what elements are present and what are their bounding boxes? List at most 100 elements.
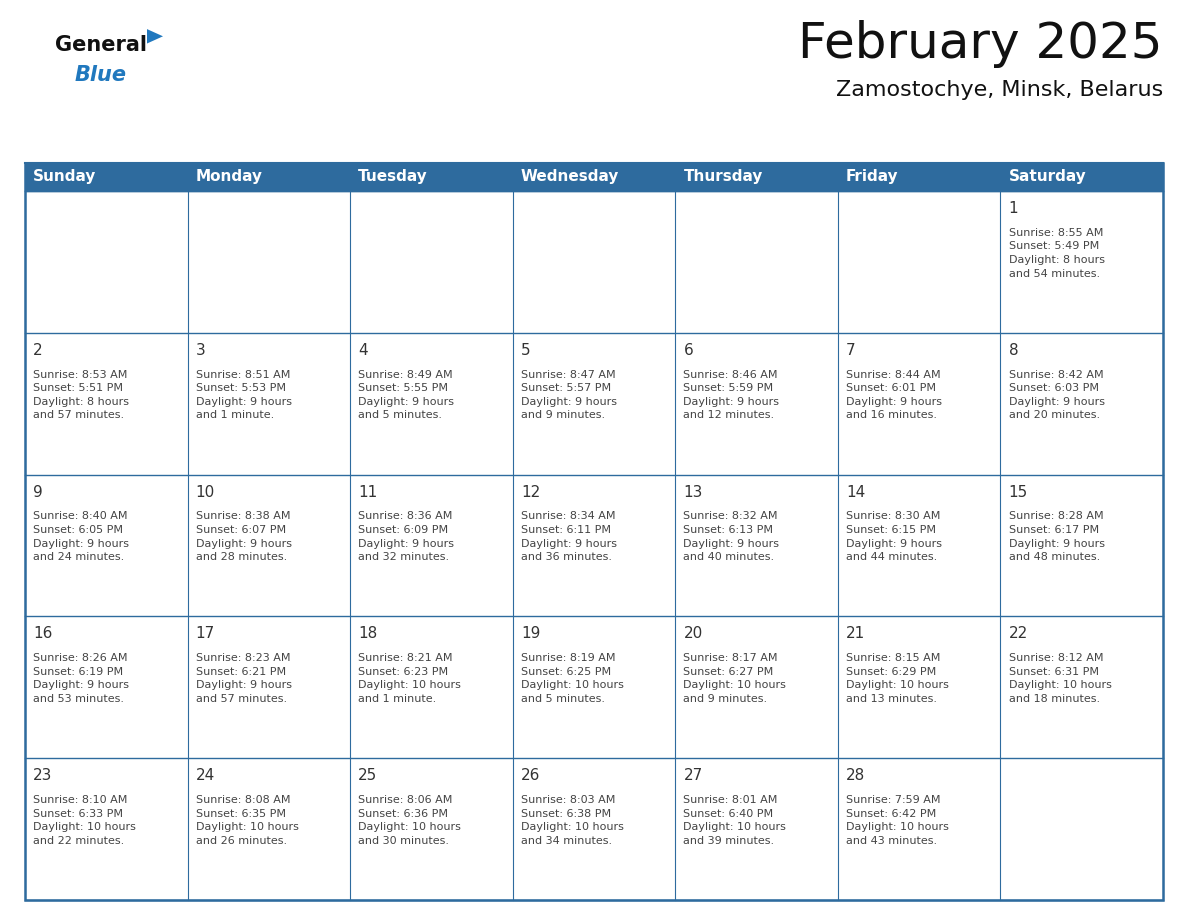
Text: General: General xyxy=(55,35,147,55)
Text: Blue: Blue xyxy=(75,65,127,85)
Bar xyxy=(513,333,675,475)
Text: Sunrise: 8:30 AM
Sunset: 6:15 PM
Daylight: 9 hours
and 44 minutes.: Sunrise: 8:30 AM Sunset: 6:15 PM Dayligh… xyxy=(846,511,942,562)
Text: Sunrise: 8:10 AM
Sunset: 6:33 PM
Daylight: 10 hours
and 22 minutes.: Sunrise: 8:10 AM Sunset: 6:33 PM Dayligh… xyxy=(33,795,135,845)
Bar xyxy=(1000,333,1163,475)
Text: 4: 4 xyxy=(359,342,368,358)
Text: Sunrise: 8:46 AM
Sunset: 5:59 PM
Daylight: 9 hours
and 12 minutes.: Sunrise: 8:46 AM Sunset: 5:59 PM Dayligh… xyxy=(683,370,779,420)
Text: Sunrise: 8:17 AM
Sunset: 6:27 PM
Daylight: 10 hours
and 9 minutes.: Sunrise: 8:17 AM Sunset: 6:27 PM Dayligh… xyxy=(683,654,786,704)
Text: Sunrise: 8:28 AM
Sunset: 6:17 PM
Daylight: 9 hours
and 48 minutes.: Sunrise: 8:28 AM Sunset: 6:17 PM Dayligh… xyxy=(1009,511,1105,562)
Text: Sunrise: 8:55 AM
Sunset: 5:49 PM
Daylight: 8 hours
and 54 minutes.: Sunrise: 8:55 AM Sunset: 5:49 PM Dayligh… xyxy=(1009,228,1105,279)
Bar xyxy=(25,616,188,758)
Bar xyxy=(25,333,188,475)
Text: Sunrise: 8:40 AM
Sunset: 6:05 PM
Daylight: 9 hours
and 24 minutes.: Sunrise: 8:40 AM Sunset: 6:05 PM Dayligh… xyxy=(33,511,129,562)
Bar xyxy=(25,758,188,900)
Text: Sunrise: 8:15 AM
Sunset: 6:29 PM
Daylight: 10 hours
and 13 minutes.: Sunrise: 8:15 AM Sunset: 6:29 PM Dayligh… xyxy=(846,654,949,704)
Bar xyxy=(188,758,350,900)
Bar xyxy=(513,758,675,900)
Bar xyxy=(838,616,1000,758)
Text: 28: 28 xyxy=(846,768,865,783)
Text: 25: 25 xyxy=(359,768,378,783)
Text: 10: 10 xyxy=(196,485,215,499)
Bar xyxy=(188,616,350,758)
Bar xyxy=(188,475,350,616)
Text: Tuesday: Tuesday xyxy=(359,170,428,185)
Text: Sunrise: 8:03 AM
Sunset: 6:38 PM
Daylight: 10 hours
and 34 minutes.: Sunrise: 8:03 AM Sunset: 6:38 PM Dayligh… xyxy=(520,795,624,845)
Bar xyxy=(675,333,838,475)
Text: 27: 27 xyxy=(683,768,702,783)
Text: Sunrise: 8:12 AM
Sunset: 6:31 PM
Daylight: 10 hours
and 18 minutes.: Sunrise: 8:12 AM Sunset: 6:31 PM Dayligh… xyxy=(1009,654,1112,704)
Bar xyxy=(675,475,838,616)
Bar xyxy=(675,616,838,758)
Text: Sunrise: 8:08 AM
Sunset: 6:35 PM
Daylight: 10 hours
and 26 minutes.: Sunrise: 8:08 AM Sunset: 6:35 PM Dayligh… xyxy=(196,795,298,845)
Text: 15: 15 xyxy=(1009,485,1028,499)
Bar xyxy=(188,333,350,475)
Bar xyxy=(838,475,1000,616)
Text: 17: 17 xyxy=(196,626,215,642)
Text: Saturday: Saturday xyxy=(1009,170,1086,185)
Bar xyxy=(188,191,350,333)
Text: Sunrise: 8:44 AM
Sunset: 6:01 PM
Daylight: 9 hours
and 16 minutes.: Sunrise: 8:44 AM Sunset: 6:01 PM Dayligh… xyxy=(846,370,942,420)
Text: Sunrise: 8:32 AM
Sunset: 6:13 PM
Daylight: 9 hours
and 40 minutes.: Sunrise: 8:32 AM Sunset: 6:13 PM Dayligh… xyxy=(683,511,779,562)
Bar xyxy=(1000,475,1163,616)
Text: Thursday: Thursday xyxy=(683,170,763,185)
Text: 1: 1 xyxy=(1009,201,1018,216)
Text: 6: 6 xyxy=(683,342,693,358)
Bar xyxy=(675,758,838,900)
Text: Sunrise: 8:38 AM
Sunset: 6:07 PM
Daylight: 9 hours
and 28 minutes.: Sunrise: 8:38 AM Sunset: 6:07 PM Dayligh… xyxy=(196,511,292,562)
Text: 7: 7 xyxy=(846,342,855,358)
Text: 9: 9 xyxy=(33,485,43,499)
Text: Sunrise: 7:59 AM
Sunset: 6:42 PM
Daylight: 10 hours
and 43 minutes.: Sunrise: 7:59 AM Sunset: 6:42 PM Dayligh… xyxy=(846,795,949,845)
Text: 5: 5 xyxy=(520,342,531,358)
Text: Sunrise: 8:51 AM
Sunset: 5:53 PM
Daylight: 9 hours
and 1 minute.: Sunrise: 8:51 AM Sunset: 5:53 PM Dayligh… xyxy=(196,370,292,420)
Text: Sunrise: 8:19 AM
Sunset: 6:25 PM
Daylight: 10 hours
and 5 minutes.: Sunrise: 8:19 AM Sunset: 6:25 PM Dayligh… xyxy=(520,654,624,704)
Text: Sunrise: 8:21 AM
Sunset: 6:23 PM
Daylight: 10 hours
and 1 minute.: Sunrise: 8:21 AM Sunset: 6:23 PM Dayligh… xyxy=(359,654,461,704)
Text: Friday: Friday xyxy=(846,170,898,185)
Text: February 2025: February 2025 xyxy=(798,20,1163,68)
Bar xyxy=(350,191,513,333)
Bar xyxy=(1000,616,1163,758)
Bar xyxy=(350,475,513,616)
Text: Monday: Monday xyxy=(196,170,263,185)
Text: Sunrise: 8:26 AM
Sunset: 6:19 PM
Daylight: 9 hours
and 53 minutes.: Sunrise: 8:26 AM Sunset: 6:19 PM Dayligh… xyxy=(33,654,129,704)
Text: 19: 19 xyxy=(520,626,541,642)
Bar xyxy=(1000,191,1163,333)
Bar xyxy=(350,758,513,900)
Text: Sunday: Sunday xyxy=(33,170,96,185)
Text: 8: 8 xyxy=(1009,342,1018,358)
Bar xyxy=(513,191,675,333)
Text: 2: 2 xyxy=(33,342,43,358)
Text: Sunrise: 8:36 AM
Sunset: 6:09 PM
Daylight: 9 hours
and 32 minutes.: Sunrise: 8:36 AM Sunset: 6:09 PM Dayligh… xyxy=(359,511,454,562)
Bar xyxy=(838,333,1000,475)
Text: 16: 16 xyxy=(33,626,52,642)
Text: Sunrise: 8:47 AM
Sunset: 5:57 PM
Daylight: 9 hours
and 9 minutes.: Sunrise: 8:47 AM Sunset: 5:57 PM Dayligh… xyxy=(520,370,617,420)
Text: 18: 18 xyxy=(359,626,378,642)
Text: 13: 13 xyxy=(683,485,703,499)
Text: Sunrise: 8:34 AM
Sunset: 6:11 PM
Daylight: 9 hours
and 36 minutes.: Sunrise: 8:34 AM Sunset: 6:11 PM Dayligh… xyxy=(520,511,617,562)
Text: Sunrise: 8:01 AM
Sunset: 6:40 PM
Daylight: 10 hours
and 39 minutes.: Sunrise: 8:01 AM Sunset: 6:40 PM Dayligh… xyxy=(683,795,786,845)
Bar xyxy=(675,191,838,333)
Bar xyxy=(513,616,675,758)
Text: Sunrise: 8:49 AM
Sunset: 5:55 PM
Daylight: 9 hours
and 5 minutes.: Sunrise: 8:49 AM Sunset: 5:55 PM Dayligh… xyxy=(359,370,454,420)
Bar xyxy=(25,163,1163,900)
Text: 21: 21 xyxy=(846,626,865,642)
Text: Sunrise: 8:23 AM
Sunset: 6:21 PM
Daylight: 9 hours
and 57 minutes.: Sunrise: 8:23 AM Sunset: 6:21 PM Dayligh… xyxy=(196,654,292,704)
Bar xyxy=(25,191,188,333)
Text: 26: 26 xyxy=(520,768,541,783)
Text: Sunrise: 8:42 AM
Sunset: 6:03 PM
Daylight: 9 hours
and 20 minutes.: Sunrise: 8:42 AM Sunset: 6:03 PM Dayligh… xyxy=(1009,370,1105,420)
Bar xyxy=(350,616,513,758)
Text: Zamostochye, Minsk, Belarus: Zamostochye, Minsk, Belarus xyxy=(835,80,1163,100)
Text: Sunrise: 8:53 AM
Sunset: 5:51 PM
Daylight: 8 hours
and 57 minutes.: Sunrise: 8:53 AM Sunset: 5:51 PM Dayligh… xyxy=(33,370,129,420)
Text: 3: 3 xyxy=(196,342,206,358)
Text: 11: 11 xyxy=(359,485,378,499)
Bar xyxy=(1000,758,1163,900)
Text: Wednesday: Wednesday xyxy=(520,170,619,185)
Bar xyxy=(838,758,1000,900)
Bar xyxy=(513,475,675,616)
Text: 23: 23 xyxy=(33,768,52,783)
Text: 20: 20 xyxy=(683,626,702,642)
Polygon shape xyxy=(147,29,163,43)
Bar xyxy=(25,475,188,616)
Text: 14: 14 xyxy=(846,485,865,499)
Bar xyxy=(25,163,1163,191)
Bar xyxy=(350,333,513,475)
